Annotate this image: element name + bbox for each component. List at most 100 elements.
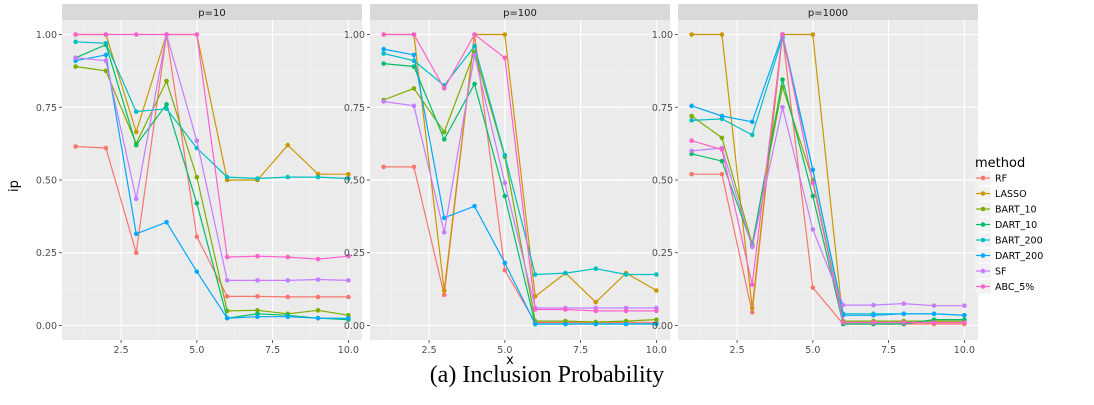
- data-point: [472, 203, 477, 209]
- data-point: [285, 254, 291, 260]
- figure-caption: (a) Inclusion Probability: [429, 362, 665, 388]
- data-point: [441, 288, 447, 293]
- data-point: [133, 109, 139, 114]
- y-tick-label: 0.75: [36, 103, 57, 114]
- data-point: [315, 174, 321, 180]
- data-point: [381, 46, 386, 52]
- data-point: [689, 138, 694, 144]
- data-point: [381, 99, 386, 104]
- data-point: [931, 320, 937, 325]
- data-point: [563, 270, 568, 276]
- x-tick-label: 2.5: [730, 345, 745, 356]
- data-point: [255, 308, 260, 313]
- y-tick-label: 0.75: [652, 103, 673, 114]
- series-line-abc-5-: [75, 33, 349, 260]
- data-point: [810, 193, 816, 199]
- facet-strip: [370, 4, 670, 20]
- x-tick-label: 2.5: [422, 345, 437, 356]
- panel-3: p=1000 2.5 5.0 7.5 10.0 0.00 0.25 0.50 0.75 1.00: [652, 4, 978, 356]
- data-point: [285, 294, 291, 300]
- legend-item-lasso: LASSO: [975, 186, 1027, 201]
- y-tick-label: 1.00: [652, 30, 673, 41]
- y-tick-label: 1.00: [344, 30, 365, 41]
- data-point: [103, 40, 109, 46]
- data-point: [623, 321, 629, 327]
- data-point: [73, 64, 78, 69]
- data-point: [73, 144, 78, 149]
- data-point: [931, 311, 937, 317]
- series-line-bart-10: [383, 50, 657, 323]
- data-point: [315, 294, 321, 300]
- data-point: [563, 307, 568, 312]
- legend-key-point: [980, 237, 986, 243]
- y-tick-label: 0.50: [36, 176, 57, 187]
- data-point: [285, 278, 291, 283]
- data-point: [689, 103, 694, 109]
- data-point: [224, 315, 230, 321]
- data-point: [255, 176, 260, 181]
- data-point: [411, 64, 417, 69]
- data-point: [103, 52, 109, 58]
- data-point: [749, 244, 755, 250]
- data-point: [411, 86, 417, 91]
- data-point: [224, 174, 230, 180]
- y-tick-label: 1.00: [36, 30, 57, 41]
- data-point: [654, 308, 659, 314]
- data-point: [255, 253, 260, 259]
- panel-1: p=10 2.5 5.0 7.5 10.0 0.00 0.25 0.50 0.75 1.00: [36, 4, 362, 356]
- data-point: [871, 320, 876, 325]
- y-tick-label: 0.00: [36, 321, 57, 332]
- data-point: [962, 312, 967, 318]
- data-point: [502, 260, 508, 266]
- data-point: [346, 294, 351, 300]
- series-line-lasso: [383, 33, 657, 304]
- data-point: [623, 272, 629, 277]
- data-point: [749, 282, 755, 288]
- data-point: [719, 135, 725, 141]
- x-tick-label: 2.5: [114, 345, 129, 356]
- legend-label: ABC_5%: [995, 282, 1034, 293]
- data-point: [719, 171, 725, 177]
- data-point: [255, 278, 260, 283]
- data-point: [840, 320, 846, 325]
- data-point: [502, 193, 508, 199]
- data-point: [315, 308, 321, 313]
- y-tick-label: 0.25: [36, 248, 57, 259]
- series-line-rf: [383, 34, 657, 324]
- x-tick-label: 5.0: [497, 345, 512, 356]
- legend: method RF LASSO BART_10 DART_10 BART_200 DART…: [975, 156, 1043, 294]
- series-line-dart-200: [75, 54, 349, 319]
- data-point: [346, 278, 351, 283]
- data-point: [962, 303, 967, 308]
- data-point: [749, 119, 755, 125]
- data-point: [502, 267, 508, 273]
- legend-item-dart-200: DART_200: [975, 248, 1043, 263]
- data-point: [194, 174, 200, 180]
- series-line-dart-200: [383, 48, 657, 325]
- panel-2: p=100 2.5 5.0 7.5 10.0 0.00 0.25 0.50 0.75 1.00: [344, 4, 670, 356]
- data-point: [532, 272, 538, 277]
- data-point: [689, 113, 694, 119]
- x-tick-label: 5.0: [805, 345, 820, 356]
- data-point: [689, 32, 694, 37]
- data-point: [441, 136, 447, 142]
- data-point: [194, 234, 200, 240]
- data-point: [901, 301, 907, 306]
- data-point: [502, 55, 508, 61]
- data-point: [901, 320, 907, 325]
- data-point: [472, 32, 477, 37]
- data-point: [532, 321, 538, 327]
- legend-title: method: [975, 156, 1025, 171]
- data-point: [285, 174, 291, 180]
- data-point: [285, 314, 291, 320]
- data-point: [103, 145, 109, 151]
- data-point: [654, 321, 659, 327]
- data-point: [780, 104, 785, 110]
- data-point: [133, 250, 139, 256]
- data-point: [381, 164, 386, 170]
- facet-title: p=100: [503, 8, 537, 19]
- data-point: [749, 132, 755, 138]
- series-line-lasso: [75, 33, 349, 181]
- data-point: [315, 277, 321, 282]
- data-point: [472, 52, 477, 58]
